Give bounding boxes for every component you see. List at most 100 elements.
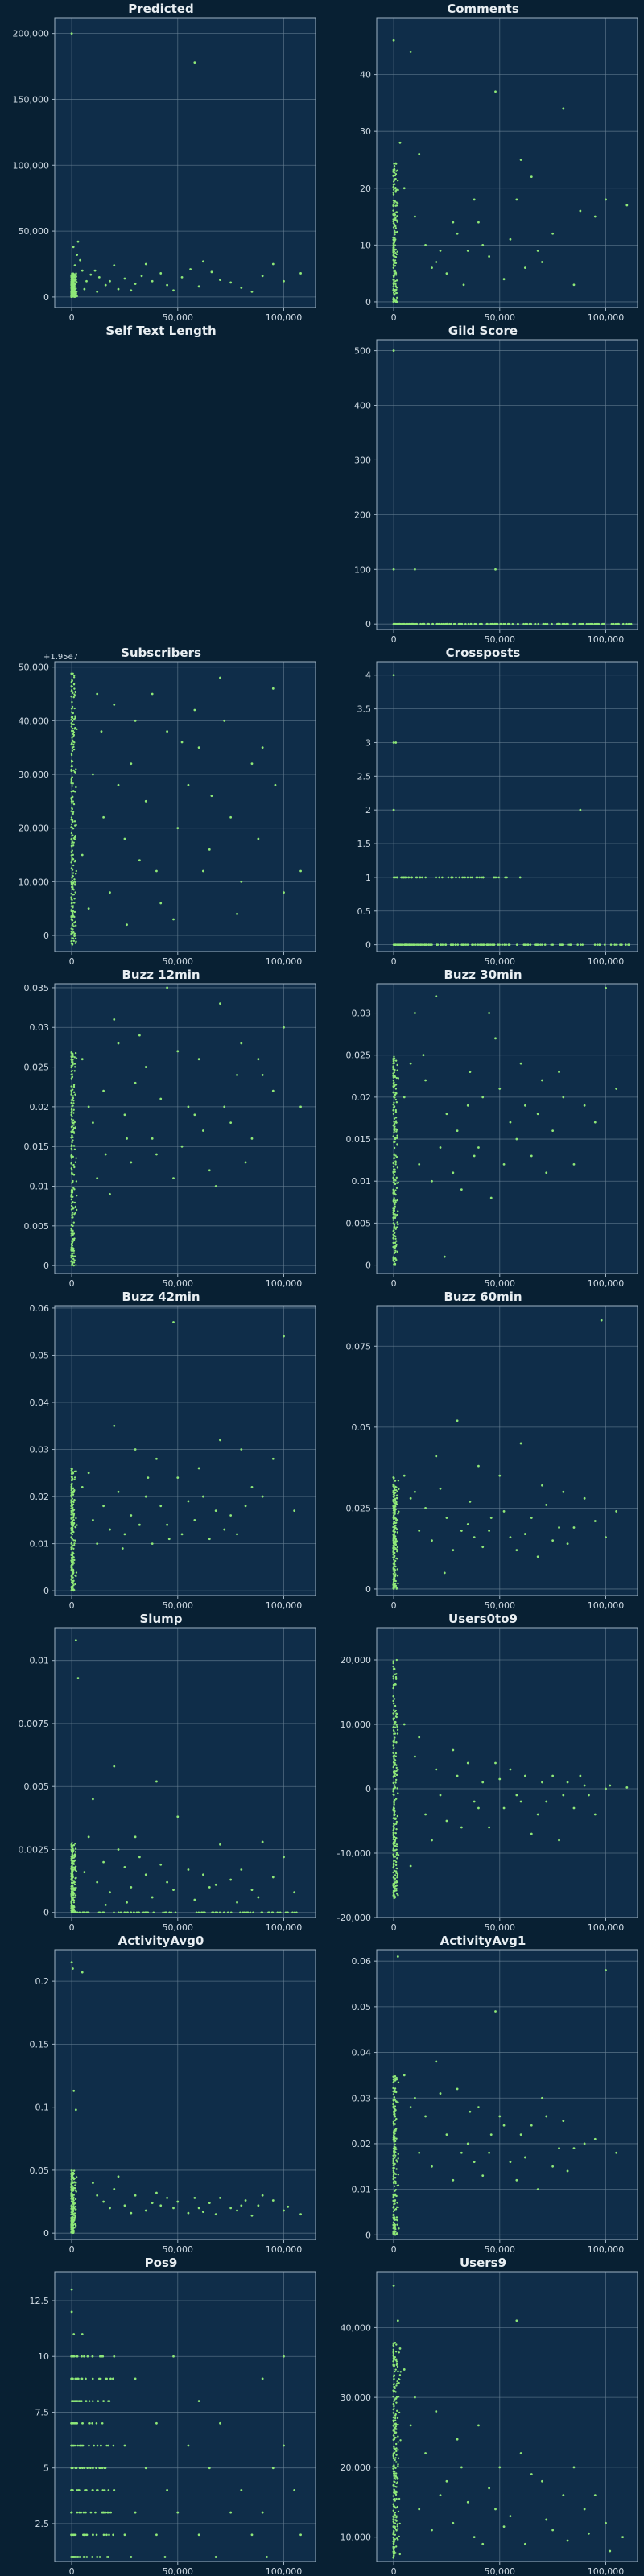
data-point [70,854,73,857]
chart-title: Users0to9 [448,1612,518,1626]
data-point [176,827,180,830]
data-point [414,2096,416,2099]
data-point [180,275,184,279]
data-point [415,943,418,946]
data-point [71,276,73,279]
data-point [240,287,243,289]
data-point [395,279,398,282]
data-point [70,2178,72,2181]
data-point [73,2187,76,2190]
data-point [109,891,111,894]
data-point [395,1848,398,1851]
data-point [394,1798,398,1800]
data-point [392,1498,394,1501]
data-point [395,1497,398,1500]
data-point [394,1088,398,1090]
data-point [193,1518,196,1521]
data-point [75,869,78,873]
data-point [113,703,116,706]
data-point [283,279,285,283]
data-point [394,237,396,239]
data-point [497,876,500,879]
data-point [393,2356,395,2359]
data-point [70,2225,72,2227]
data-point [109,2377,112,2380]
plot-frame [376,661,638,952]
data-point [394,2351,398,2353]
data-point [76,2400,78,2402]
data-point [78,2511,80,2514]
data-point [439,2092,442,2095]
data-point [71,1906,74,1909]
data-point [138,1034,141,1037]
data-point [71,1853,73,1856]
x-tick-label: 0 [391,1278,397,1289]
data-point [544,622,547,625]
data-point [562,2494,565,2496]
data-point [392,2231,394,2234]
data-point [73,881,76,883]
data-point [222,1911,225,1914]
data-point [424,1079,427,1082]
data-point [73,1488,76,1492]
data-point [396,1250,398,1253]
data-point [493,876,496,879]
data-point [396,1528,398,1530]
data-point [71,1885,73,1887]
data-point [395,1741,398,1744]
data-point [466,250,469,252]
data-point [394,1511,396,1514]
data-point [414,2396,416,2399]
data-point [392,2138,395,2141]
data-point [541,2096,543,2099]
data-point [107,2556,109,2558]
data-point [452,622,456,625]
data-point [80,853,84,857]
data-point [74,1574,76,1577]
data-point [71,1570,74,1573]
y-tick-label: 1.5 [357,839,372,849]
data-point [70,1894,72,1897]
data-point [76,2511,79,2514]
data-point [409,2106,412,2108]
data-point [562,1794,565,1797]
data-point [395,1240,398,1242]
data-point [392,239,395,242]
data-point [392,291,395,294]
plot-frame [54,17,316,308]
data-point [419,876,422,879]
data-point [71,2175,74,2178]
data-point [394,1559,397,1563]
data-point [392,1236,394,1240]
data-point [396,2505,399,2508]
data-point [393,1802,395,1804]
data-point [394,244,397,246]
data-point [252,1911,254,1914]
y-tick-label: 50,000 [19,226,50,237]
data-point [72,1247,74,1249]
data-point [393,253,395,255]
data-point [73,1893,76,1895]
y-tick-label: 30 [360,126,371,137]
data-point [392,1109,394,1112]
data-point [144,2467,147,2470]
data-point [189,268,192,270]
data-point [71,1253,73,1255]
y-tick-label: 0.02 [352,2139,372,2149]
data-point [395,2472,398,2475]
data-point [445,622,448,625]
data-point [299,869,302,873]
data-point [572,1162,576,1166]
data-point [76,295,78,298]
data-point [72,795,74,799]
data-point [72,1580,74,1583]
data-point [74,2467,77,2469]
data-point [76,2556,79,2558]
data-point [73,282,76,285]
data-point [395,1076,398,1080]
y-tick-label: 2.5 [35,2519,50,2529]
data-point [393,2519,395,2521]
data-point [393,2140,395,2142]
data-point [396,1876,398,1879]
